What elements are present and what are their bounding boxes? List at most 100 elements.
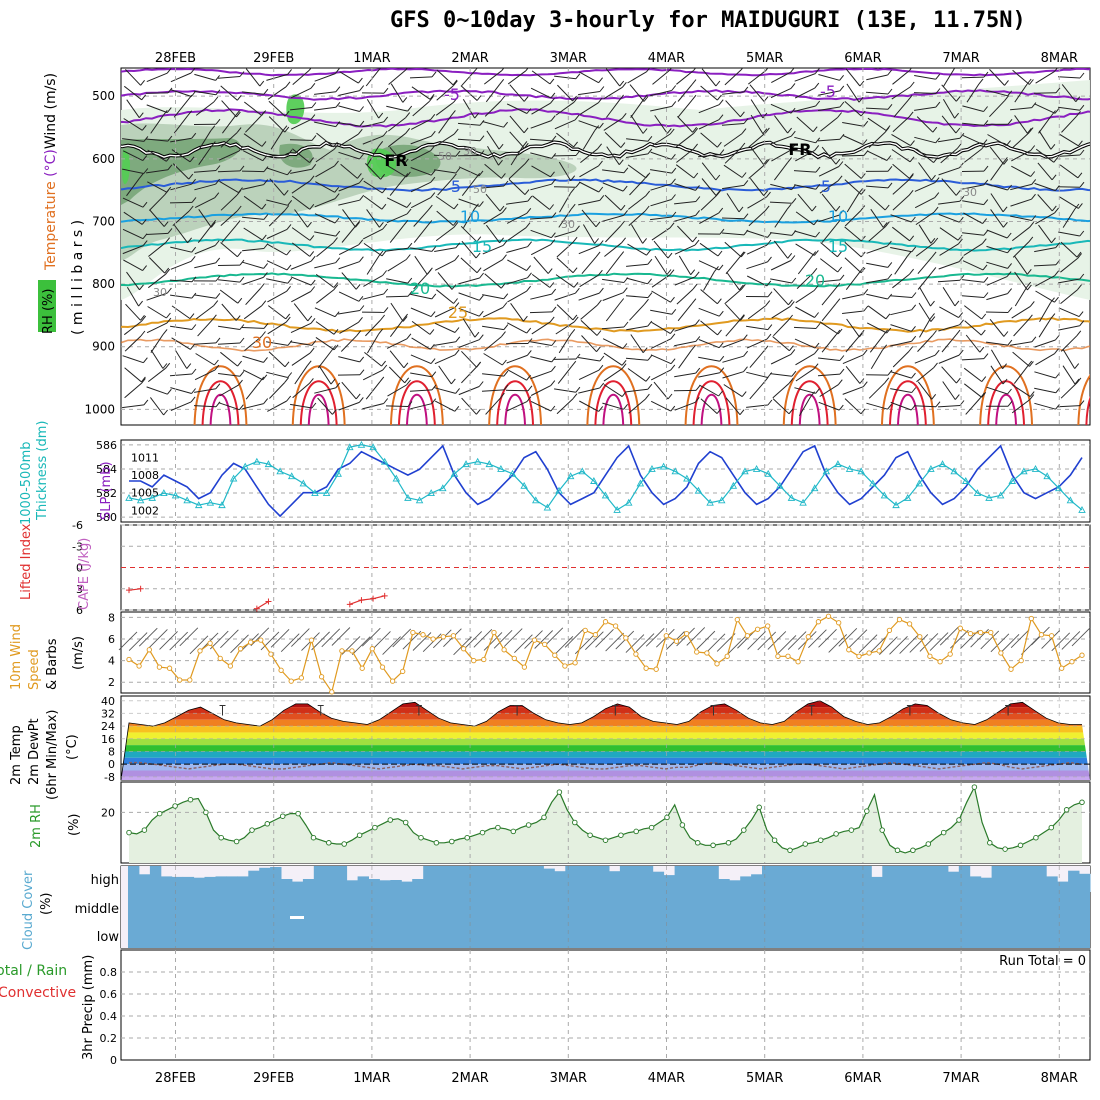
wind-barb-flag — [166, 107, 172, 113]
wind-barb-flag — [286, 264, 292, 271]
wind-barb — [554, 119, 576, 130]
wind-barb — [506, 212, 528, 224]
surface-wind-barb — [686, 627, 706, 646]
cloud-high-bar — [412, 879, 424, 892]
rh-marker — [356, 832, 363, 838]
wind-label-1: 10m Wind — [9, 624, 24, 690]
cloud-high-bar — [270, 867, 282, 892]
wind-barb — [726, 271, 740, 291]
wind-barb — [220, 210, 238, 226]
wind-barb — [387, 165, 407, 178]
cloud-high-bar — [335, 866, 348, 892]
thickness-marker — [624, 498, 633, 506]
wind-barb-flag — [286, 249, 291, 256]
wind-barb — [243, 227, 263, 241]
contour-label: 50 — [438, 150, 452, 163]
wind-barb — [844, 226, 862, 242]
wind-barb-flag — [573, 96, 579, 103]
wind-barb — [678, 350, 692, 369]
wind-barb-flag — [261, 203, 267, 210]
wind-barb — [554, 292, 576, 301]
wind-barb-flag — [959, 132, 965, 139]
wind-barb-flag — [215, 257, 221, 264]
wind-barb — [918, 302, 932, 322]
wind-barb-flag — [310, 317, 316, 324]
wind-barb — [1012, 132, 1030, 148]
wind-barb-flag — [695, 336, 701, 342]
wind-barb — [653, 240, 669, 259]
wind-barb — [651, 290, 671, 303]
cloud-high-bar — [969, 876, 982, 892]
wind-barb-flag — [1027, 284, 1032, 291]
lifted-index-label: Lifted Index — [19, 523, 34, 600]
wind-barb-flag — [431, 293, 437, 300]
wind-barb-flag — [190, 68, 196, 74]
wind-barb — [338, 151, 360, 160]
date-label-top: 1MAR — [353, 51, 390, 66]
wind-speed-marker — [694, 649, 700, 655]
wind-barb-flag — [791, 197, 797, 204]
wind-barb-flag — [811, 205, 817, 212]
wind-barb — [266, 167, 288, 176]
wind-barb — [746, 230, 768, 238]
wind-barb-flag — [189, 156, 195, 163]
wind-barb — [582, 224, 596, 244]
wind-barb-flag — [430, 176, 436, 183]
wind-barb — [818, 74, 840, 81]
upper-air-ytick: 500 — [92, 89, 115, 103]
wind-barb — [510, 303, 524, 322]
wind-barb-flag — [765, 300, 771, 306]
wind-barb-flag — [214, 359, 219, 366]
wind-barb — [821, 193, 837, 212]
wind-barb-flag — [309, 378, 314, 384]
wind-barb — [146, 104, 168, 114]
wind-barb — [1034, 402, 1056, 410]
rh-ylabel: RH (%) — [41, 289, 56, 334]
wind-barb — [942, 381, 956, 400]
wind-barb-flag — [647, 320, 653, 327]
wind-barb-flag — [860, 205, 866, 211]
wind-barb — [483, 259, 503, 272]
wind-barb-flag — [215, 337, 221, 344]
wind-barb-flag — [239, 165, 245, 172]
wind-barb — [698, 104, 720, 114]
wind-barb — [771, 305, 791, 319]
cloud-high-bar — [204, 876, 216, 892]
thickness-marker — [346, 443, 354, 451]
wind-barb-flag — [478, 381, 484, 387]
wind-barb-flag — [765, 68, 769, 72]
wind-barb — [482, 325, 504, 331]
wind-barb-flag — [308, 68, 312, 71]
wind-speed-marker — [765, 623, 771, 629]
cloud-high-bar — [1035, 866, 1047, 892]
wind-barb-flag — [670, 405, 676, 412]
wind-barb — [893, 99, 909, 118]
wind-barb — [650, 90, 672, 97]
wind-barb-flag — [140, 314, 145, 321]
wind-barb-flag — [551, 178, 556, 185]
wind-barb-flag — [549, 282, 555, 288]
wind-barb — [605, 225, 621, 243]
wind-speed-marker — [430, 636, 436, 642]
thickness-marker — [392, 474, 401, 482]
wind-barb — [865, 107, 889, 110]
surface-wind-barb — [291, 628, 310, 647]
wind-barb — [386, 213, 408, 224]
wind-barb-flag — [452, 220, 458, 226]
wind-barb-flag — [790, 144, 795, 151]
wind-barb-flag — [647, 383, 653, 390]
wind-barb — [942, 287, 956, 307]
wind-barb-flag — [884, 221, 890, 228]
wind-barb — [604, 132, 622, 148]
wind-barb — [919, 286, 931, 307]
wind-barb-flag — [479, 272, 484, 279]
wind-barb — [674, 244, 696, 255]
wind-barb-flag — [430, 311, 436, 317]
wind-barb-flag — [1054, 270, 1060, 277]
wind-barb — [530, 183, 552, 191]
wind-barb — [985, 311, 1009, 313]
wind-barb — [965, 397, 981, 415]
wind-barb-flag — [356, 330, 362, 337]
wind-barb-flag — [214, 192, 220, 199]
rh-marker — [264, 821, 271, 827]
